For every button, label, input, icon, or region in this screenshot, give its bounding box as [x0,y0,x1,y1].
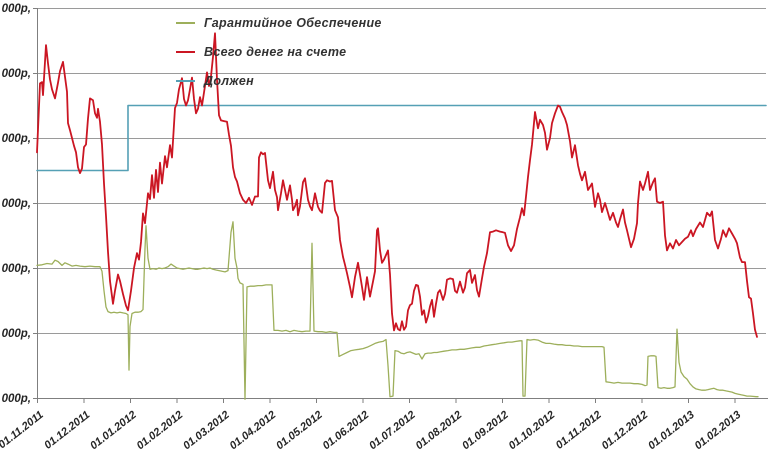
series-line-0 [36,221,759,400]
legend-swatch-guarantee [176,22,195,24]
legend-item-owed: Должен [176,71,382,91]
x-tick-labels: 01.11.201101.12.201101.01.201201.02.2012… [0,409,743,449]
legend-label-total-money: Всего денег на счете [204,45,347,59]
series-line-1 [36,32,758,338]
legend-item-total-money: Всего денег на счете [176,42,382,62]
x-tick-label: 01.09.2012 [460,409,511,449]
x-tick-label: 01.10.2012 [507,409,558,449]
x-tick-label: 01.12.2012 [600,409,651,449]
x-tick-label: 01.08.2012 [414,409,465,449]
y-tick-label: 65 000р, [0,68,31,80]
legend-label-owed: Должен [204,74,254,88]
axes [33,8,768,403]
x-tick-label: 01.11.2011 [0,409,46,449]
x-tick-label: 01.11.2012 [554,409,604,449]
x-tick-label: 01.02.2012 [135,409,186,449]
x-tick-label: 01.02.2013 [693,409,744,449]
y-tick-label: 75 000р, [0,3,31,15]
legend-label-guarantee: Гарантийное Обеспечение [204,16,382,30]
x-tick-label: 01.12.2011 [42,409,92,449]
y-tick-label: 35 000р, [0,263,31,275]
x-tick-label: 01.06.2012 [321,409,372,449]
legend-item-guarantee: Гарантийное Обеспечение [176,13,382,33]
x-tick-label: 01.03.2012 [181,409,232,449]
y-tick-label: 45 000р, [0,198,31,210]
y-tick-label: 15 000р, [0,393,31,405]
legend-swatch-owed [176,80,195,82]
chart-legend: Гарантийное Обеспечение Всего денег на с… [176,13,382,100]
x-tick-label: 01.07.2012 [367,409,418,449]
y-tick-labels: 75 000р, 65 000р, 55 000р, 45 000р, 35 000р,… [0,3,31,405]
x-tick-label: 01.04.2012 [228,409,279,449]
x-tick-label: 01.05.2012 [274,409,325,449]
y-tick-label: 25 000р, [0,328,31,340]
y-tick-label: 55 000р, [0,133,31,145]
series-line-2 [36,104,767,172]
x-tick-label: 01.01.2013 [646,409,697,449]
legend-swatch-total-money [176,51,195,53]
x-tick-label: 01.01.2012 [88,409,139,449]
